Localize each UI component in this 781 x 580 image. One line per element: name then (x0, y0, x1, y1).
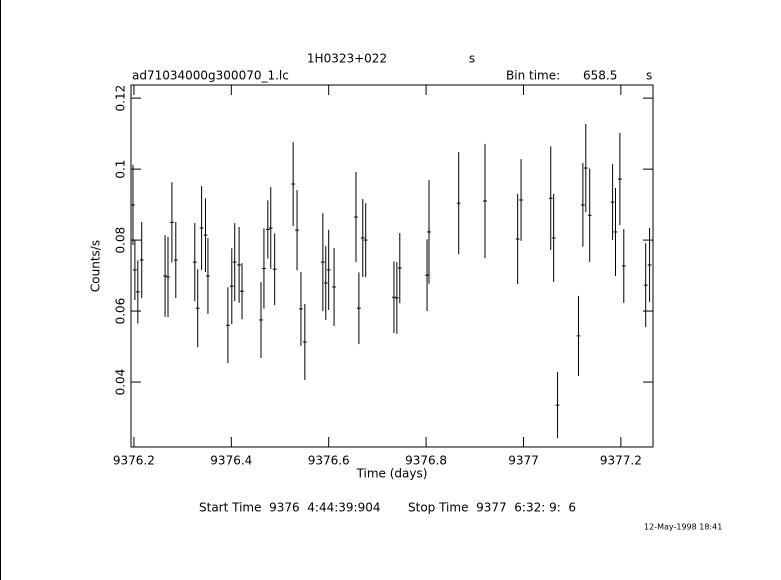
y-axis-label: Counts/s (89, 240, 103, 292)
bin-time-unit: s (646, 69, 652, 83)
stop-time: Stop Time 9377 6:32: 9: 6 (408, 501, 576, 515)
title-unit: s (469, 52, 475, 66)
plot-frame (130, 84, 654, 448)
x-tick-label: 9376.2 (113, 454, 155, 468)
y-tick-label: 0.12 (114, 85, 128, 112)
x-tick-label: 9376.6 (308, 454, 350, 468)
y-tick-label: 0.06 (114, 298, 128, 325)
x-tick-label: 9376.8 (405, 454, 447, 468)
chart-title: 1H0323+022 (307, 52, 387, 66)
x-tick-label: 9377.2 (600, 454, 642, 468)
bin-time-label: Bin time: (506, 69, 560, 83)
subtitle: ad71034000g300070_1.lc (132, 69, 289, 83)
start-time: Start Time 9376 4:44:39:904 (199, 501, 381, 515)
x-tick-label: 9376.4 (210, 454, 252, 468)
date: 12-May-1998 18:41 (644, 523, 722, 532)
y-tick-label: 0.04 (114, 369, 128, 396)
y-tick-label: 0.1 (114, 160, 128, 179)
x-axis-label: Time (days) (356, 467, 428, 481)
bin-time: 658.5 (583, 69, 617, 83)
x-tick-label: 9377 (508, 454, 539, 468)
y-tick-label: 0.08 (114, 227, 128, 254)
